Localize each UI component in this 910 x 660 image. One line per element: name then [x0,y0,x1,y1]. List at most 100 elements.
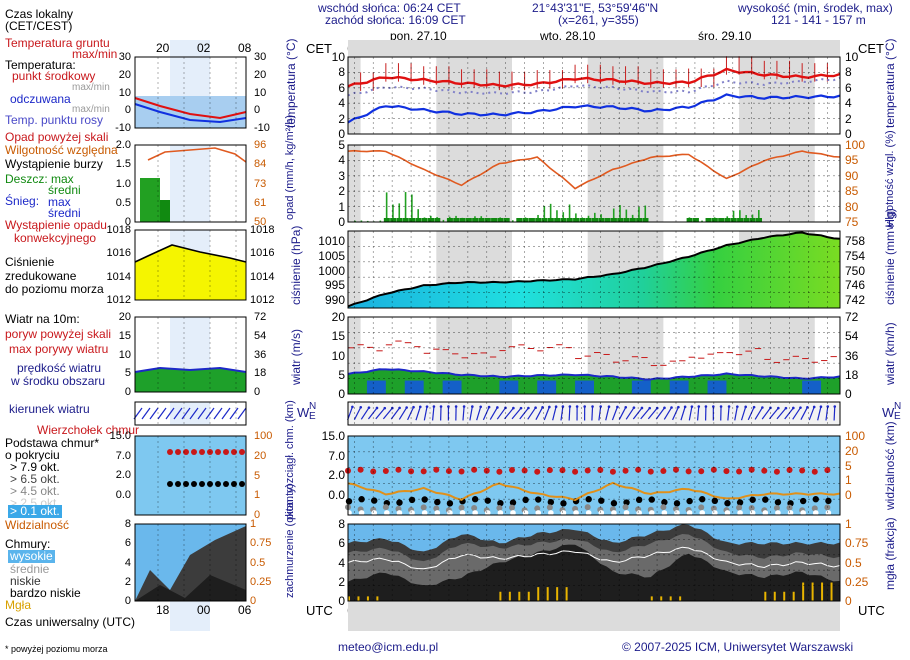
wind-arrow-head [471,405,474,408]
legend-cloud-base-dot [215,481,221,487]
legend-rain-block-2 [160,200,170,222]
rain-mid-bar [547,218,554,222]
cloud-base-dot-low [699,510,706,516]
wind-arrow [625,407,635,420]
legend-wind-speed: prędkość wiatru [17,361,102,375]
legend-tick: 1.5 [115,158,131,171]
rain-bar [619,205,621,222]
wind-arrow-head [454,405,458,408]
fog-bar [508,591,511,601]
cloud-base-dot-mid [748,505,755,512]
legend-tick-08: 08 [238,41,252,55]
axis-tick-left: 0 [338,594,345,608]
fog-bar [348,596,350,601]
wind-arrow-head [616,405,619,409]
legend-tick: 50 [254,216,267,228]
wind-arrow-head [519,406,523,410]
footer-email[interactable]: meteo@icm.edu.pl [338,640,439,654]
wind-arrow-head [792,406,795,410]
wind-arrow [663,407,673,420]
cloud-base-dot-mid [773,504,780,511]
legend-tick: 20 [254,68,267,81]
wind-blue-block [669,380,689,394]
legend-tick: 1014 [106,270,131,283]
rain-mid-bar [623,218,630,222]
rain-mid-bar [592,218,598,222]
cloud-base-dot [799,497,807,505]
cloud-base-dot [535,496,542,503]
wind-arrow-head [777,406,780,410]
legend-tick: 4 [124,556,131,569]
wind-arrow-head [819,405,823,408]
wind-arrow [535,407,544,420]
cloud-base-dot-mid [433,505,440,512]
legend-cloud-top-dot [175,449,181,455]
rain-bar [732,210,735,222]
cloud-base-dot-mid [509,504,515,511]
cloud-base-dot-low [787,510,794,516]
wind-arrow [640,407,651,420]
legend-wind-arrow [149,407,159,420]
cloud-base-dot-low [358,510,365,516]
legend-tick: 0 [124,104,131,117]
legend-utc-time: Czas uniwersalny (UTC) [5,615,136,629]
wind-arrow [792,407,801,420]
legend-snow-max: max [48,195,71,209]
rain-mid-bar [636,218,643,222]
legend-tick: 1018 [250,224,275,236]
wind-arrow-head [462,405,466,408]
axis-tick-right: 0.75 [845,536,869,551]
wind-arrow-head [719,405,723,408]
axis-tick-left: 6 [338,80,345,95]
wind-arrow [800,407,808,420]
rain-mid-bar [522,218,529,222]
legend-tick: 10 [118,348,131,361]
legend-tick: 0.75 [250,537,272,550]
rain-bar [366,220,369,222]
wind-arrow [360,407,370,420]
legend-tick: 0 [254,509,261,521]
cloud-white-line [347,546,841,570]
wind-arrow-head [697,405,701,408]
cloud-base-dot-low [447,510,453,516]
wind-dir-bg [348,402,840,425]
legend-cl-mid: średnie [10,562,50,576]
legend-tick: 0 [124,386,131,398]
panel-border-wind [347,316,841,395]
axis-cl-left: zachmurzenie (oktanty) [284,483,296,598]
legend-dew-line [134,103,247,124]
legend-tick: -10 [115,122,131,134]
cloud-top-dot [395,466,402,473]
axis-tick-left: 4 [338,153,345,168]
cloud-base-dot [610,500,618,507]
cloud-base-dot-mid [534,505,541,512]
cloud-top-dot [773,468,780,475]
wind-arrow-head [383,406,387,410]
elevation-title: wysokość (min, środek, max) [738,1,893,15]
cloud-base-dot-low [472,510,478,516]
rain-mid-bar [724,218,731,222]
cet-left-label: CET [306,41,332,56]
sunrise-text: wschód słońca: 06:24 CET [318,1,461,15]
legend-tick: 72 [254,311,267,323]
cloud-base-dot [434,498,441,506]
wind-arrow-head [727,405,731,408]
legend-tick-00: 00 [197,603,211,617]
fog-bar [366,596,369,601]
legend-precip-above: Opad powyżej skali [5,130,109,144]
rain-bar [562,212,565,222]
legend-tick: 20 [118,68,131,81]
wind-arrow [740,406,747,421]
wind-arrow-head [826,405,830,408]
rain-bar [549,203,552,222]
cloud-base-dot [522,496,529,504]
axis-tick-left: 1 [338,199,345,214]
rain-mid-bar [642,218,649,222]
rain-bar [543,205,546,222]
rain-mid-bar [756,218,762,222]
rain-mid-bar [579,218,586,222]
fog-bar [764,591,767,601]
wind-arrow [482,406,490,421]
axis-tick-left: 1005 [318,248,345,263]
fog-bar [660,596,663,601]
